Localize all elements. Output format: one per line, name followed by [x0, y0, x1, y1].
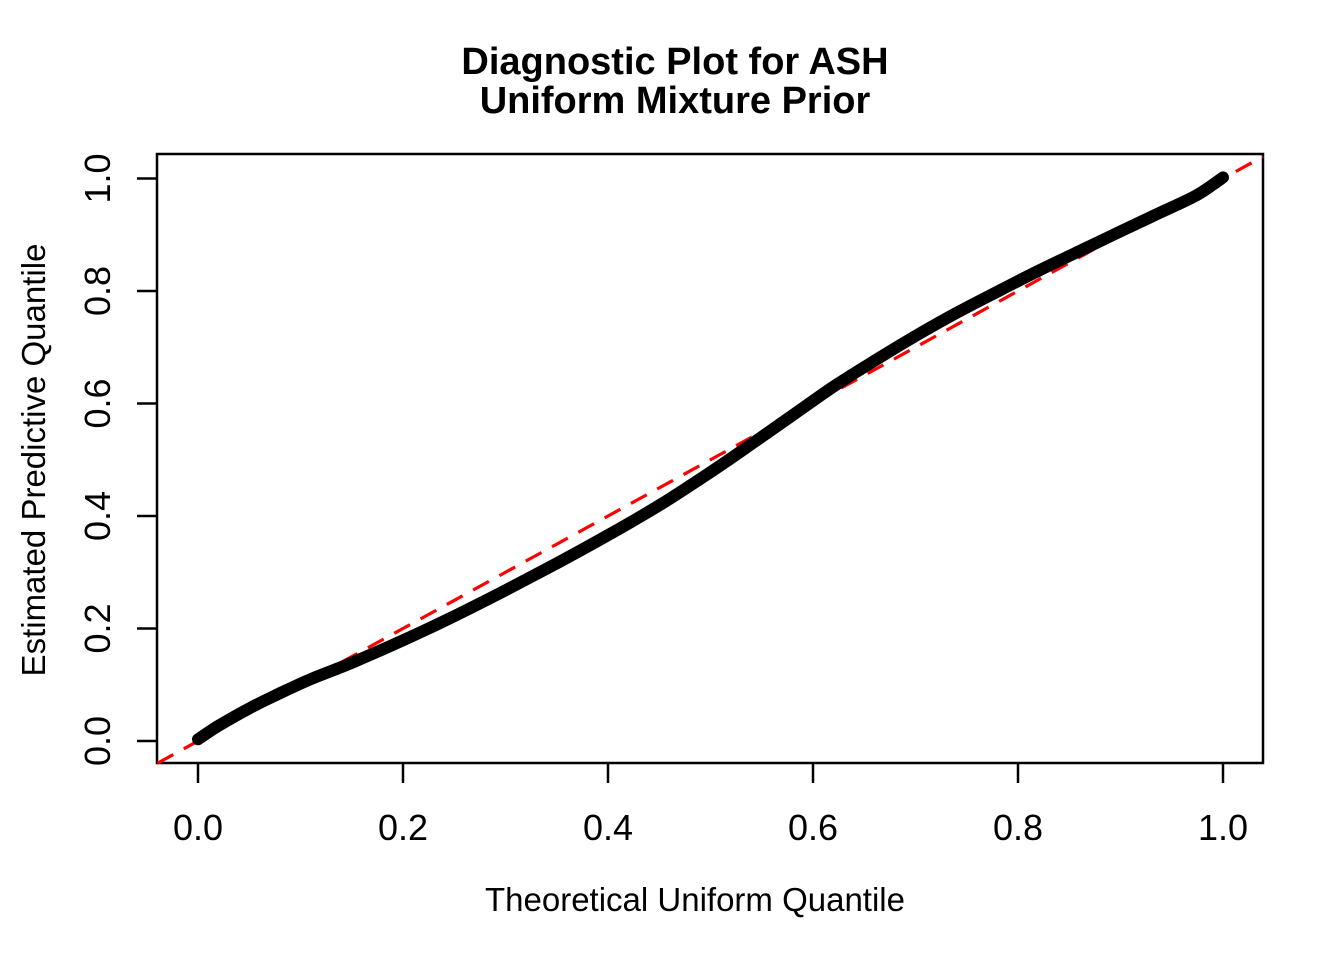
x-tick-label-0.2: 0.2 — [378, 807, 428, 848]
x-tick-label-1.0: 1.0 — [1198, 807, 1248, 848]
y-tick-label-0.8: 0.8 — [77, 266, 118, 316]
y-tick-label-0.6: 0.6 — [77, 378, 118, 428]
x-tick-label-0.4: 0.4 — [583, 807, 633, 848]
y-tick-label-0.4: 0.4 — [77, 491, 118, 541]
qq-curve — [192, 171, 1229, 746]
y-tick-label-0.2: 0.2 — [77, 603, 118, 653]
plot-title-line2: Uniform Mixture Prior — [480, 80, 871, 122]
y-axis-title: Estimated Predictive Quantile — [15, 244, 52, 677]
series-layer — [156, 155, 1264, 765]
x-tick-label-0.8: 0.8 — [993, 807, 1043, 848]
x-axis-title: Theoretical Uniform Quantile — [485, 881, 905, 918]
y-tick-label-0.0: 0.0 — [77, 716, 118, 766]
x-axis: 0.0 0.2 0.4 0.6 0.8 1.0 — [173, 763, 1248, 848]
y-tick-label-1.0: 1.0 — [77, 153, 118, 203]
plot-border — [155, 152, 1265, 765]
y-axis: 0.0 0.2 0.4 0.6 0.8 1.0 — [77, 153, 157, 766]
plot-title-line1: Diagnostic Plot for ASH — [461, 41, 888, 83]
x-tick-label-0.0: 0.0 — [173, 807, 223, 848]
x-tick-label-0.6: 0.6 — [788, 807, 838, 848]
